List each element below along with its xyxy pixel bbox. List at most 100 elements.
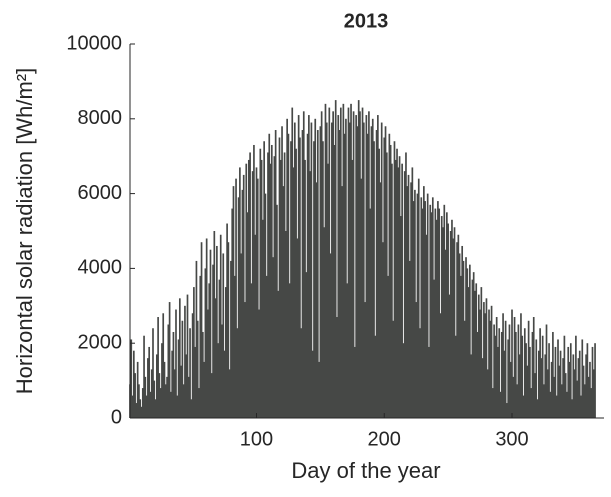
bar <box>350 103 352 418</box>
bar <box>354 346 356 418</box>
bar <box>274 130 277 418</box>
bar <box>310 122 313 418</box>
bar <box>452 238 455 418</box>
bar <box>158 373 161 418</box>
bar <box>144 376 147 418</box>
bar <box>217 343 219 418</box>
bar <box>573 369 576 418</box>
bar <box>131 395 134 418</box>
bar <box>276 204 278 418</box>
bar <box>540 358 543 418</box>
bar <box>435 219 438 418</box>
bar <box>328 107 331 418</box>
bar <box>240 253 242 418</box>
bar <box>231 208 234 418</box>
bar <box>305 272 308 418</box>
bar <box>454 335 457 418</box>
bar <box>219 234 222 418</box>
bar <box>333 144 336 419</box>
bar <box>515 331 517 418</box>
bar <box>523 328 526 418</box>
bar <box>563 335 566 418</box>
bar <box>161 343 163 418</box>
bar <box>221 324 223 418</box>
bar <box>316 130 319 418</box>
bar <box>506 403 508 418</box>
bar <box>166 376 168 418</box>
bar <box>152 328 154 418</box>
bar <box>236 328 239 418</box>
bar <box>182 384 185 418</box>
bar <box>346 283 349 418</box>
bar <box>499 391 502 418</box>
bar <box>167 324 170 418</box>
bar <box>245 163 248 418</box>
bar <box>426 193 429 418</box>
bar <box>521 335 524 418</box>
bar <box>360 178 363 418</box>
bar <box>222 253 225 418</box>
bar <box>552 331 554 418</box>
bar <box>402 343 405 418</box>
bar <box>325 122 328 418</box>
bar <box>210 373 213 418</box>
bar <box>154 399 157 418</box>
bar <box>456 242 458 418</box>
bar <box>591 346 594 418</box>
bar <box>577 358 580 418</box>
bar <box>575 335 577 418</box>
bar <box>318 361 320 418</box>
bar <box>583 384 586 418</box>
bar <box>186 294 189 418</box>
bar <box>143 335 145 418</box>
bar <box>134 373 136 418</box>
bar <box>571 399 573 418</box>
bar <box>347 107 350 418</box>
bar <box>484 313 487 418</box>
bar <box>241 189 244 418</box>
bar <box>550 361 553 418</box>
x-tick-label: 100 <box>240 428 273 450</box>
bar <box>569 343 572 418</box>
bar <box>387 275 389 418</box>
bar <box>587 376 590 418</box>
bar <box>431 197 434 418</box>
bar <box>362 122 365 418</box>
bar <box>467 287 470 418</box>
bar <box>195 260 198 418</box>
bar <box>332 111 334 418</box>
bar <box>292 167 295 418</box>
bar <box>434 208 437 418</box>
bar <box>558 365 561 418</box>
bar <box>311 350 314 418</box>
bar <box>541 335 544 418</box>
bar <box>503 350 506 418</box>
bar <box>401 163 403 418</box>
bar <box>212 264 214 418</box>
bar <box>391 163 393 418</box>
bar <box>535 339 538 418</box>
bar <box>485 298 488 418</box>
bar <box>475 283 478 418</box>
bar <box>557 339 559 418</box>
bar <box>545 324 548 418</box>
bar <box>443 204 446 418</box>
bar <box>331 122 333 418</box>
bar <box>488 309 490 418</box>
bar <box>218 279 221 418</box>
bar <box>509 361 512 418</box>
bar <box>480 287 483 418</box>
bar <box>272 257 274 418</box>
bar <box>163 361 166 418</box>
bar <box>564 373 567 418</box>
bar <box>416 193 419 418</box>
bar <box>283 152 286 418</box>
bar <box>194 346 196 418</box>
bar <box>300 328 303 418</box>
bar <box>299 137 301 418</box>
bar <box>495 317 498 418</box>
bar <box>403 171 406 418</box>
bar <box>366 133 369 418</box>
bar <box>342 103 345 418</box>
bar <box>237 197 240 418</box>
